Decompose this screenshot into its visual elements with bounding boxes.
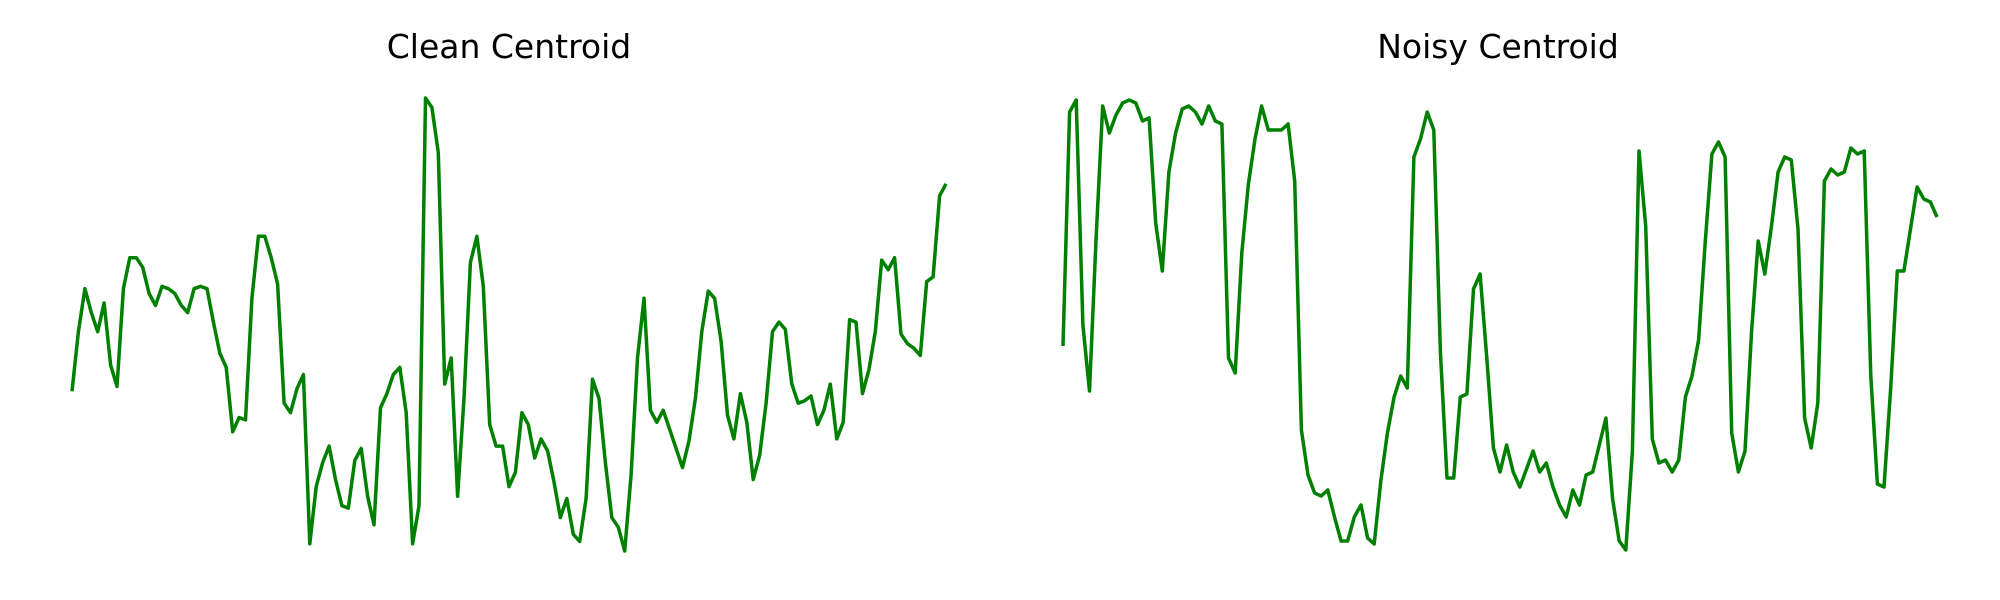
chart-title-noisy: Noisy Centroid xyxy=(1377,27,1619,66)
chart-title-clean: Clean Centroid xyxy=(387,27,632,66)
series-line-clean xyxy=(70,96,948,553)
subplot-noisy: Noisy Centroid xyxy=(1061,27,1939,552)
subplot-clean: Clean Centroid xyxy=(70,27,948,553)
series-line-noisy xyxy=(1061,98,1939,552)
